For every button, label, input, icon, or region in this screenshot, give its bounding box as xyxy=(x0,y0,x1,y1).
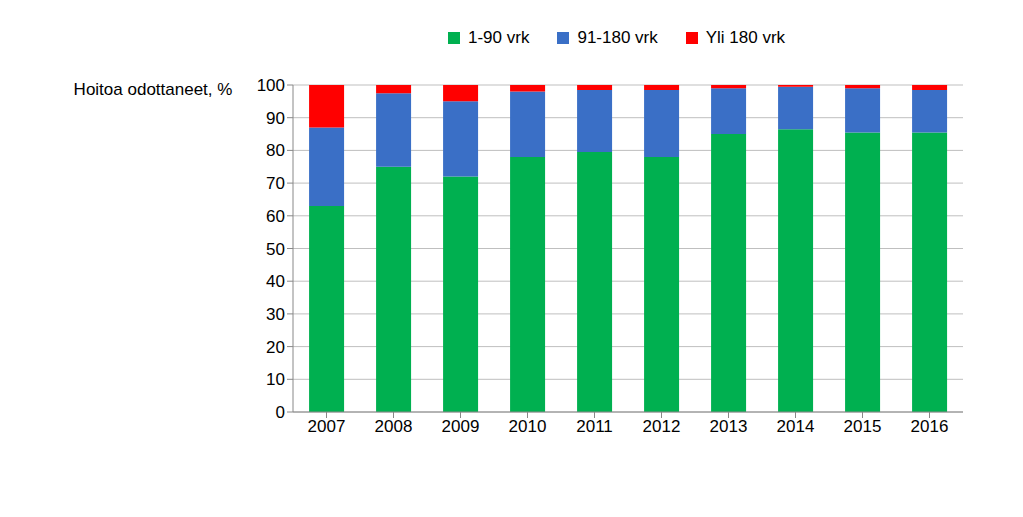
html-text:91-180 vrk: 91-180 vrk xyxy=(577,28,658,47)
svg-text:0: 0 xyxy=(276,403,285,422)
svg-text:20: 20 xyxy=(266,338,285,357)
svg-text:80: 80 xyxy=(266,141,285,160)
svg-text:2016: 2016 xyxy=(911,417,949,436)
svg-text:40: 40 xyxy=(266,272,285,291)
svg-text:50: 50 xyxy=(266,240,285,259)
svg-text:2007: 2007 xyxy=(308,417,346,436)
svg-text:90: 90 xyxy=(266,109,285,128)
svg-text:70: 70 xyxy=(266,174,285,193)
svg-text:60: 60 xyxy=(266,207,285,226)
svg-text:2014: 2014 xyxy=(777,417,815,436)
svg-text:2013: 2013 xyxy=(710,417,748,436)
svg-text:2009: 2009 xyxy=(442,417,480,436)
svg-text:2010: 2010 xyxy=(509,417,547,436)
html-text:1-90 vrk: 1-90 vrk xyxy=(468,28,530,47)
svg-text:2008: 2008 xyxy=(375,417,413,436)
svg-text:10: 10 xyxy=(266,370,285,389)
svg-text:2012: 2012 xyxy=(643,417,681,436)
html-text:Yli 180 vrk: Yli 180 vrk xyxy=(705,28,786,47)
html-text:Hoitoa odottaneet, %: Hoitoa odottaneet, % xyxy=(73,80,233,99)
svg-text:2011: 2011 xyxy=(576,417,613,436)
svg-text:30: 30 xyxy=(266,305,285,324)
svg-text:100: 100 xyxy=(257,76,285,95)
svg-text:2015: 2015 xyxy=(844,417,882,436)
